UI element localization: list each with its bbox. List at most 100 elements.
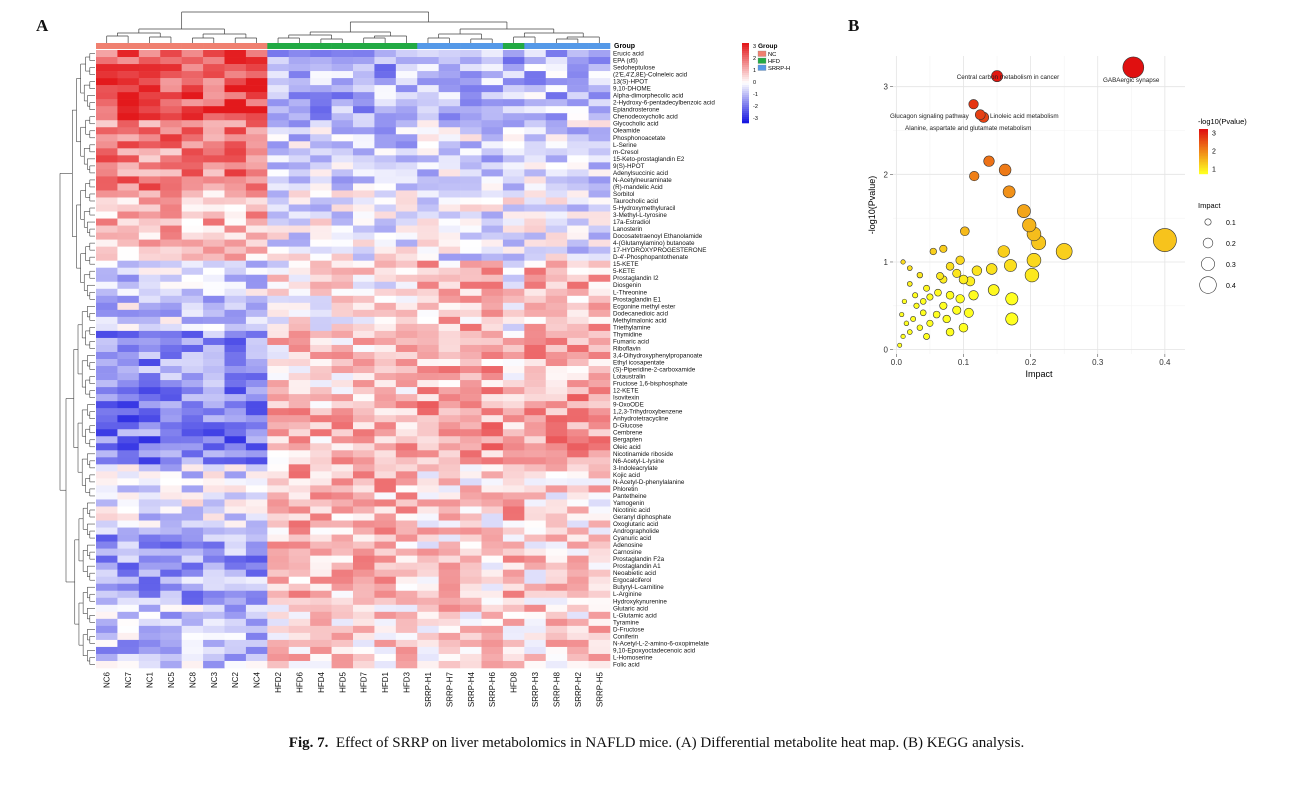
heatmap-cell [374,330,397,339]
heatmap-cell [438,639,461,648]
heatmap-cell [545,457,568,465]
color-legend-band [1199,130,1208,133]
heatmap-cell [267,85,290,93]
heatmap-cell [395,267,418,276]
heatmap-cell [138,541,161,549]
heatmap-cell [374,267,397,276]
heatmap-cell [502,562,525,570]
heatmap-cell [181,183,204,191]
heatmap-cell [96,190,118,198]
heatmap-cell [245,134,268,142]
heatmap-cell [502,401,525,409]
heatmap-cell [353,155,375,163]
heatmap-cell [138,401,161,409]
heatmap-cell [395,387,418,395]
heatmap-cell [545,478,568,486]
heatmap-cell [331,562,354,570]
heatmap-cell [545,309,568,318]
heatmap-cell [267,169,290,177]
heatmap-cell [545,492,568,500]
heatmap-cell [117,380,140,388]
pathway-bubble [901,298,907,304]
heatmap-cell [117,548,140,556]
heatmap-cell [353,625,375,634]
heatmap-cell [588,597,611,606]
heatmap-cell [460,359,482,367]
heatmap-cell [545,408,568,416]
metabolite-label: 9-OxoODE [613,402,644,409]
heatmap-cell [545,218,568,226]
heatmap-cell [395,464,418,472]
heatmap-cell [545,71,568,79]
heatmap-cell [181,401,204,409]
sample-label: HFD4 [317,671,326,692]
heatmap-cell [460,148,482,156]
heatmap-cell [288,50,311,58]
heatmap-cell [502,492,525,500]
heatmap-cell [224,316,247,325]
heatmap-cell [588,295,611,304]
heatmap-cell [502,359,525,367]
heatmap-cell [395,78,418,86]
heatmap-cell [288,541,311,549]
heatmap-cell [502,408,525,416]
heatmap-cell [567,190,589,198]
pathway-bubble [907,265,913,271]
heatmap-cell [438,204,461,212]
heatmap-cell [353,604,375,613]
pathway-bubble [991,70,1003,83]
heatmap-cell [545,520,568,528]
color-legend-band [1199,154,1208,157]
heatmap-cell [117,429,140,437]
heatmap-cell [395,569,418,578]
heatmap-cell [481,485,504,493]
heatmap-cell [481,548,504,556]
heatmap-cell [374,323,397,332]
sample-label: HFD8 [510,671,519,692]
heatmap-cell [524,506,547,514]
heatmap-cell [203,415,225,423]
heatmap-cell [481,92,504,100]
heatmap-cell [588,373,611,381]
heatmap-cell [224,176,247,184]
heatmap-cell [138,99,161,107]
heatmap-cell [267,359,290,367]
heatmap-cell [331,660,354,669]
heatmap-cell [267,492,290,500]
heatmap-cell [181,246,204,254]
heatmap-cell [438,295,461,304]
heatmap-cell [160,485,182,493]
heatmap-cell [224,218,247,226]
heatmap-cell [524,653,547,662]
heatmap-cell [181,169,204,177]
heatmap-cell [545,281,568,290]
heatmap-cell [160,366,182,374]
heatmap-cell [567,162,589,170]
heatmap-cell [181,457,204,465]
legend-scale-band [742,77,749,80]
heatmap-cell [481,492,504,500]
heatmap-cell [460,632,482,641]
heatmap-cell [245,239,268,247]
metabolite-label: Butyryl-L-carnitine [613,584,664,591]
heatmap-cell [117,401,140,409]
heatmap-cell [502,380,525,388]
heatmap-cell [117,260,140,269]
heatmap-cell [460,597,482,606]
pathway-bubble [1122,56,1145,79]
heatmap-cell [203,246,225,254]
heatmap-cell [181,176,204,184]
heatmap-cell [502,394,525,402]
heatmap-cell [545,373,568,381]
heatmap-cell [331,232,354,240]
color-legend-band [1199,150,1208,152]
heatmap-cell [96,541,118,549]
heatmap-cell [524,274,547,283]
heatmap-cell [331,106,354,114]
heatmap-cell [181,232,204,240]
heatmap-cell [417,492,439,500]
heatmap-cell [331,190,354,198]
heatmap-cell [481,366,504,374]
legend-scale-band [742,61,749,64]
heatmap-cell [588,436,611,444]
